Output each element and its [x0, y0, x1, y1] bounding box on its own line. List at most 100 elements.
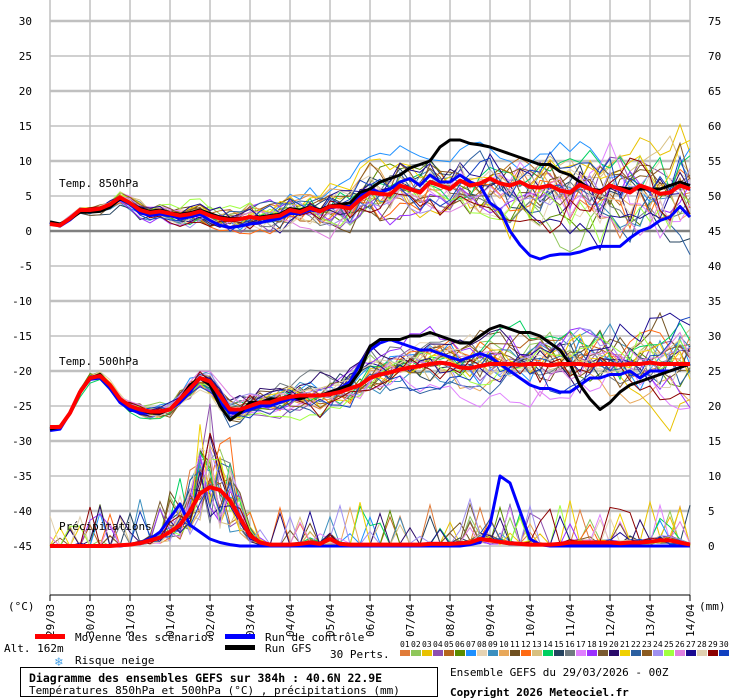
legend-gfs-swatch	[225, 645, 255, 650]
member-swatch-22	[631, 650, 641, 656]
member-swatch-19	[598, 650, 608, 656]
member-swatch-24	[653, 650, 663, 656]
right-tick-label: 10	[708, 470, 721, 483]
perts-label: 30 Perts.	[330, 648, 390, 661]
member-swatch-25	[664, 650, 674, 656]
member-swatch-07	[466, 650, 476, 656]
member-number: 25	[664, 640, 674, 649]
main-series	[49, 138, 692, 548]
member-swatch-13	[532, 650, 542, 656]
member-number: 21	[620, 640, 630, 649]
label-t500: Temp. 500hPa	[59, 355, 138, 368]
member-number: 10	[499, 640, 509, 649]
x-tick-label: 12/04	[604, 604, 617, 637]
x-tick-label: 14/04	[684, 604, 697, 637]
member-number: 02	[411, 640, 421, 649]
member-swatch-09	[488, 650, 498, 656]
x-tick-label: 29/03	[44, 604, 57, 637]
member-number: 03	[422, 640, 432, 649]
member-swatch-18	[587, 650, 597, 656]
left-tick-label: -30	[12, 435, 32, 448]
left-tick-label: -35	[12, 470, 32, 483]
member-swatch-14	[543, 650, 553, 656]
legend-mean-swatch	[35, 634, 65, 639]
x-tick-label: 02/04	[204, 604, 217, 637]
x-tick-label: 09/04	[484, 604, 497, 637]
right-tick-label: 70	[708, 50, 721, 63]
right-tick-label: 55	[708, 155, 721, 168]
right-tick-label: 15	[708, 435, 721, 448]
x-tick-label: 03/04	[244, 604, 257, 637]
right-tick-label: 25	[708, 365, 721, 378]
member-number: 05	[444, 640, 454, 649]
legend-control-label: Run de contrôle	[265, 631, 364, 644]
left-tick-label: 15	[19, 120, 32, 133]
member-swatch-20	[609, 650, 619, 656]
member-number: 29	[708, 640, 718, 649]
member-number: 13	[532, 640, 542, 649]
left-tick-label: -45	[12, 540, 32, 553]
member-legend: 01 02 03 04 05 06 07 08 09 10 11 12 13 14 15 16 17 18 19 20…	[400, 640, 729, 656]
member-swatch-11	[510, 650, 520, 656]
perturbation-t500-28	[49, 345, 691, 428]
member-number: 14	[543, 640, 553, 649]
member-swatch-02	[411, 650, 421, 656]
left-tick-label: 0	[25, 225, 32, 238]
right-tick-label: 30	[708, 330, 721, 343]
member-number: 08	[477, 640, 487, 649]
member-swatch-12	[521, 650, 531, 656]
member-number: 15	[554, 640, 564, 649]
member-number: 07	[466, 640, 476, 649]
x-tick-label: 10/04	[524, 604, 537, 637]
member-swatch-08	[477, 650, 487, 656]
left-tick-label: 30	[19, 15, 32, 28]
member-number: 17	[576, 640, 586, 649]
member-swatch-30	[719, 650, 729, 656]
left-tick-label: 5	[25, 190, 32, 203]
right-tick-label: 75	[708, 15, 721, 28]
member-number: 09	[488, 640, 498, 649]
x-tick-label: 05/04	[324, 604, 337, 637]
perturbation-t850-30	[49, 151, 691, 232]
member-swatch-27	[686, 650, 696, 656]
label-t850: Temp. 850hPa	[59, 177, 138, 190]
series-moyenne-des-sc-narios-pr-cipitations	[50, 485, 691, 548]
right-tick-label: 35	[708, 295, 721, 308]
x-tick-label: 07/04	[404, 604, 417, 637]
member-number: 24	[653, 640, 663, 649]
member-swatch-15	[554, 650, 564, 656]
x-tick-label: 06/04	[364, 604, 377, 637]
member-swatch-16	[565, 650, 575, 656]
axis-ticks: 29/03 30/03 31/03 01/04 02/04 03/04 04/04 05/04…	[12, 15, 721, 637]
left-tick-label: 25	[19, 50, 32, 63]
right-tick-label: 45	[708, 225, 721, 238]
member-number: 22	[631, 640, 641, 649]
member-number: 23	[642, 640, 652, 649]
perturbation-t850-29	[49, 157, 691, 234]
right-tick-label: 60	[708, 120, 721, 133]
x-tick-label: 11/04	[564, 604, 577, 637]
member-swatch-04	[433, 650, 443, 656]
member-swatch-28	[697, 650, 707, 656]
left-tick-label: -25	[12, 400, 32, 413]
left-tick-label: -40	[12, 505, 32, 518]
right-tick-label: 65	[708, 85, 721, 98]
label-precip: Précipitations	[59, 520, 152, 533]
right-tick-label: 20	[708, 400, 721, 413]
x-tick-label: 13/04	[644, 604, 657, 637]
perturbation-t850-27	[49, 153, 691, 252]
member-number: 19	[598, 640, 608, 649]
member-number: 18	[587, 640, 597, 649]
x-tick-label: 01/04	[164, 604, 177, 637]
legend-gfs-label: Run GFS	[265, 642, 311, 655]
left-tick-label: 20	[19, 85, 32, 98]
left-tick-label: -20	[12, 365, 32, 378]
chart-title: Diagramme des ensembles GEFS sur 384h : …	[29, 671, 383, 685]
copyright: Copyright 2026 Meteociel.fr	[450, 686, 629, 699]
member-swatch-05	[444, 650, 454, 656]
member-number: 16	[565, 640, 575, 649]
snowflake-icon: ❄	[54, 655, 63, 670]
member-number: 28	[697, 640, 707, 649]
x-tick-label: 30/03	[84, 604, 97, 637]
